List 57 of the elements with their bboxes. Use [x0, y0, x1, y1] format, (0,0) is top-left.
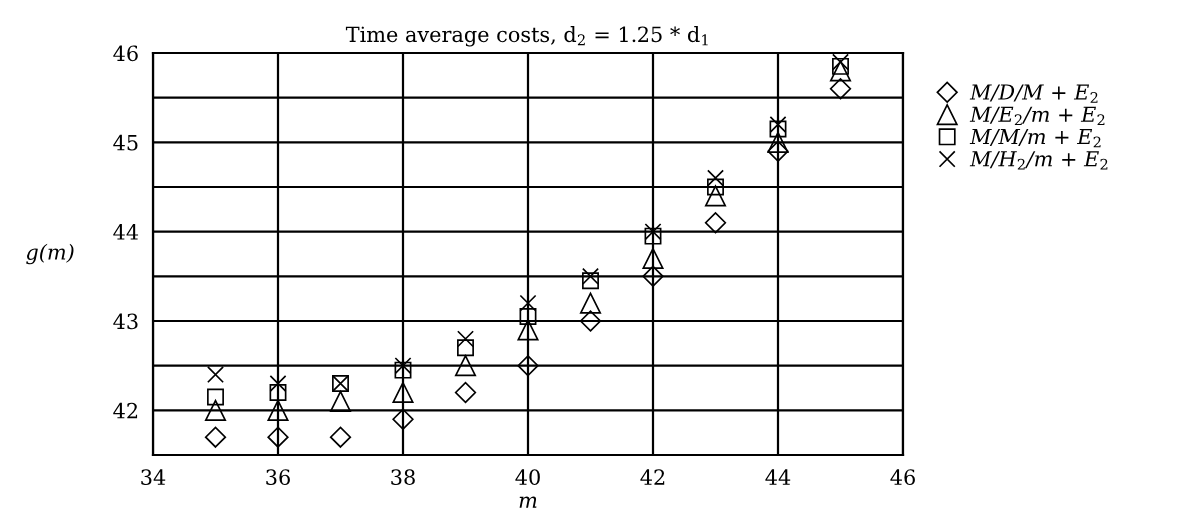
point [329, 390, 352, 412]
point [644, 227, 662, 245]
y-tick-label: 45 [113, 134, 138, 151]
point [642, 265, 664, 287]
y-tick-label: 43 [113, 313, 138, 330]
point [454, 355, 477, 377]
point [267, 399, 289, 421]
point [457, 339, 474, 357]
legend-label: M/M/m + E$_{2}$ [969, 128, 1101, 148]
point [767, 140, 789, 162]
point [207, 366, 224, 384]
y-tick-label: 42 [113, 402, 138, 419]
x-tick-label: 36 [266, 469, 290, 486]
point [644, 223, 662, 241]
y-axis-title: g(m) [26, 243, 74, 265]
point [769, 115, 787, 133]
x-tick-label: 34 [141, 469, 166, 486]
point [579, 310, 602, 332]
point [204, 399, 227, 421]
legend-label: M/D/M + E$_{2}$ [969, 84, 1098, 103]
point [642, 247, 664, 270]
point [519, 308, 537, 326]
x-tick-label: 44 [765, 469, 791, 485]
y-tick-label: 44 [113, 224, 139, 240]
y-tick-label: 46 [113, 45, 138, 62]
point [829, 60, 852, 82]
point [829, 78, 852, 100]
point [517, 319, 539, 341]
legend-label: M/H$_{2}$/m + E$_{2}$ [969, 151, 1108, 170]
point [769, 120, 787, 138]
point [204, 426, 227, 448]
point [269, 383, 287, 401]
legend-label: M/E$_{2}$/m + E$_{2}$ [969, 106, 1105, 126]
x-tick-label: 42 [640, 469, 665, 485]
point [267, 426, 289, 448]
point [704, 185, 727, 207]
point [207, 388, 224, 406]
point [579, 292, 602, 314]
x-tick-label: 38 [391, 469, 415, 486]
point [707, 169, 724, 187]
point [517, 355, 539, 377]
point [392, 381, 414, 404]
point [394, 357, 412, 375]
point [454, 381, 477, 404]
point [582, 272, 599, 290]
x-axis-title: m [519, 496, 537, 508]
point [582, 267, 599, 285]
point [457, 330, 474, 348]
point [767, 131, 789, 153]
chart-title: Time average costs, d$_{2}$ = 1.25 * d$_{1}$ [345, 26, 708, 47]
point [394, 361, 412, 379]
x-tick-label: 40 [515, 469, 540, 486]
x-tick-label: 46 [890, 469, 915, 486]
point [269, 375, 287, 393]
point [392, 408, 414, 430]
point [329, 426, 352, 448]
point [704, 212, 727, 234]
